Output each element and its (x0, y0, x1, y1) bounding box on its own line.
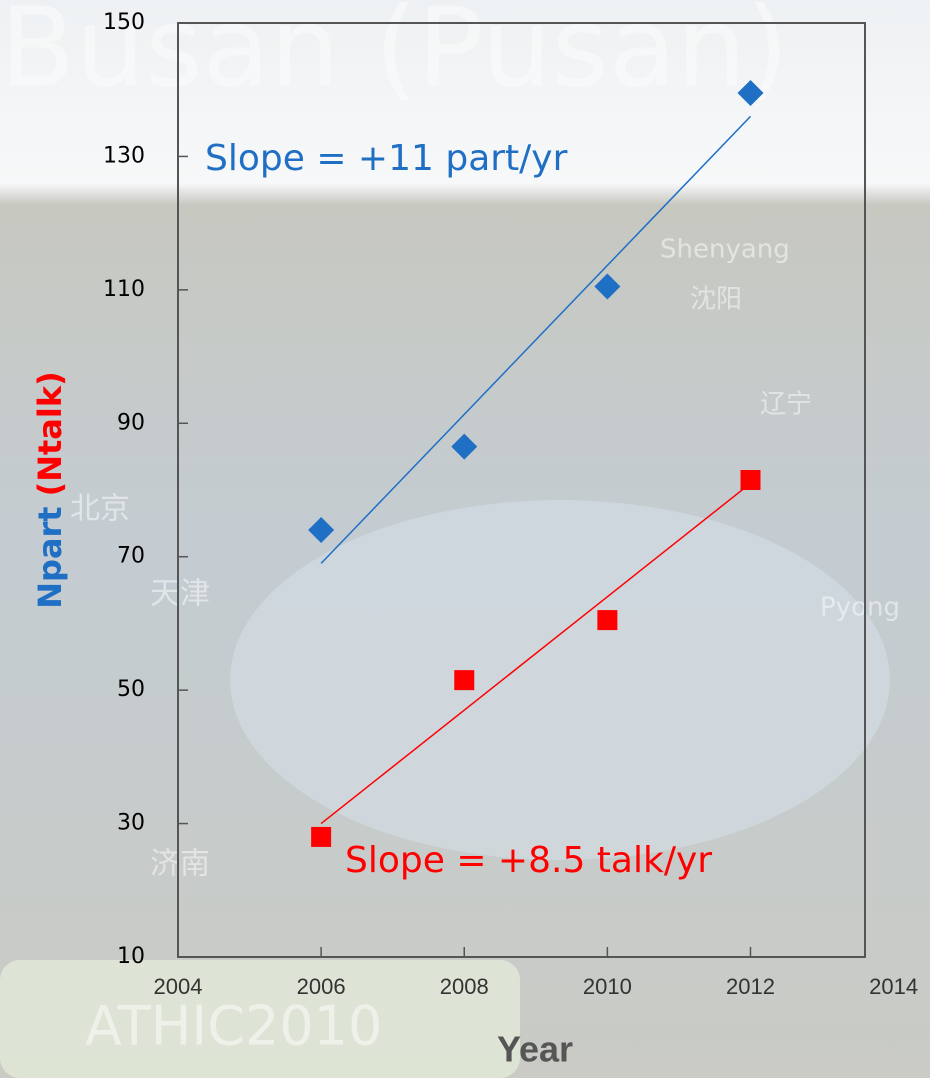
point (597, 610, 617, 630)
x-tick-label: 2012 (726, 974, 775, 999)
background-label: 北京 (70, 492, 130, 527)
background-label: 沈阳 (690, 285, 742, 315)
y-tick-label: 90 (117, 410, 145, 435)
x-tick-label: 2004 (154, 974, 203, 999)
point (311, 827, 331, 847)
sea-shape (230, 500, 890, 860)
background-label: 天津 (150, 577, 210, 612)
x-axis-label: Year (497, 1029, 573, 1070)
x-tick-label: 2006 (297, 974, 346, 999)
background-label: Pyong (820, 593, 900, 623)
y-axis-label-part: Npart (31, 506, 69, 608)
background-label: ATHIC2010 (85, 995, 382, 1058)
y-tick-label: 70 (117, 544, 145, 569)
annotation: Slope = +11 part/yr (205, 138, 568, 179)
background-label: Shenyang (660, 235, 790, 265)
point (454, 670, 474, 690)
y-tick-label: 130 (103, 143, 145, 168)
page: {"chart_data": {"type": "scatter", "back… (0, 0, 930, 1078)
y-tick-label: 10 (117, 944, 145, 969)
y-axis-label-part: (Ntalk) (31, 371, 69, 496)
x-tick-label: 2014 (869, 974, 918, 999)
background-label: 济南 (150, 847, 210, 882)
y-tick-label: 50 (117, 677, 145, 702)
chart: Busan (Pusan)Shenyang沈阳辽宁北京天津济南PyongATHI… (0, 0, 930, 1078)
y-tick-label: 110 (103, 277, 145, 302)
y-tick-label: 30 (117, 811, 145, 836)
annotation: Slope = +8.5 talk/yr (345, 840, 712, 881)
point (741, 470, 761, 490)
y-axis-label: Npart (Ntalk) (31, 371, 69, 609)
y-tick-label: 150 (103, 10, 145, 35)
x-tick-label: 2010 (583, 974, 632, 999)
background-label: 辽宁 (760, 390, 812, 420)
x-tick-label: 2008 (440, 974, 489, 999)
